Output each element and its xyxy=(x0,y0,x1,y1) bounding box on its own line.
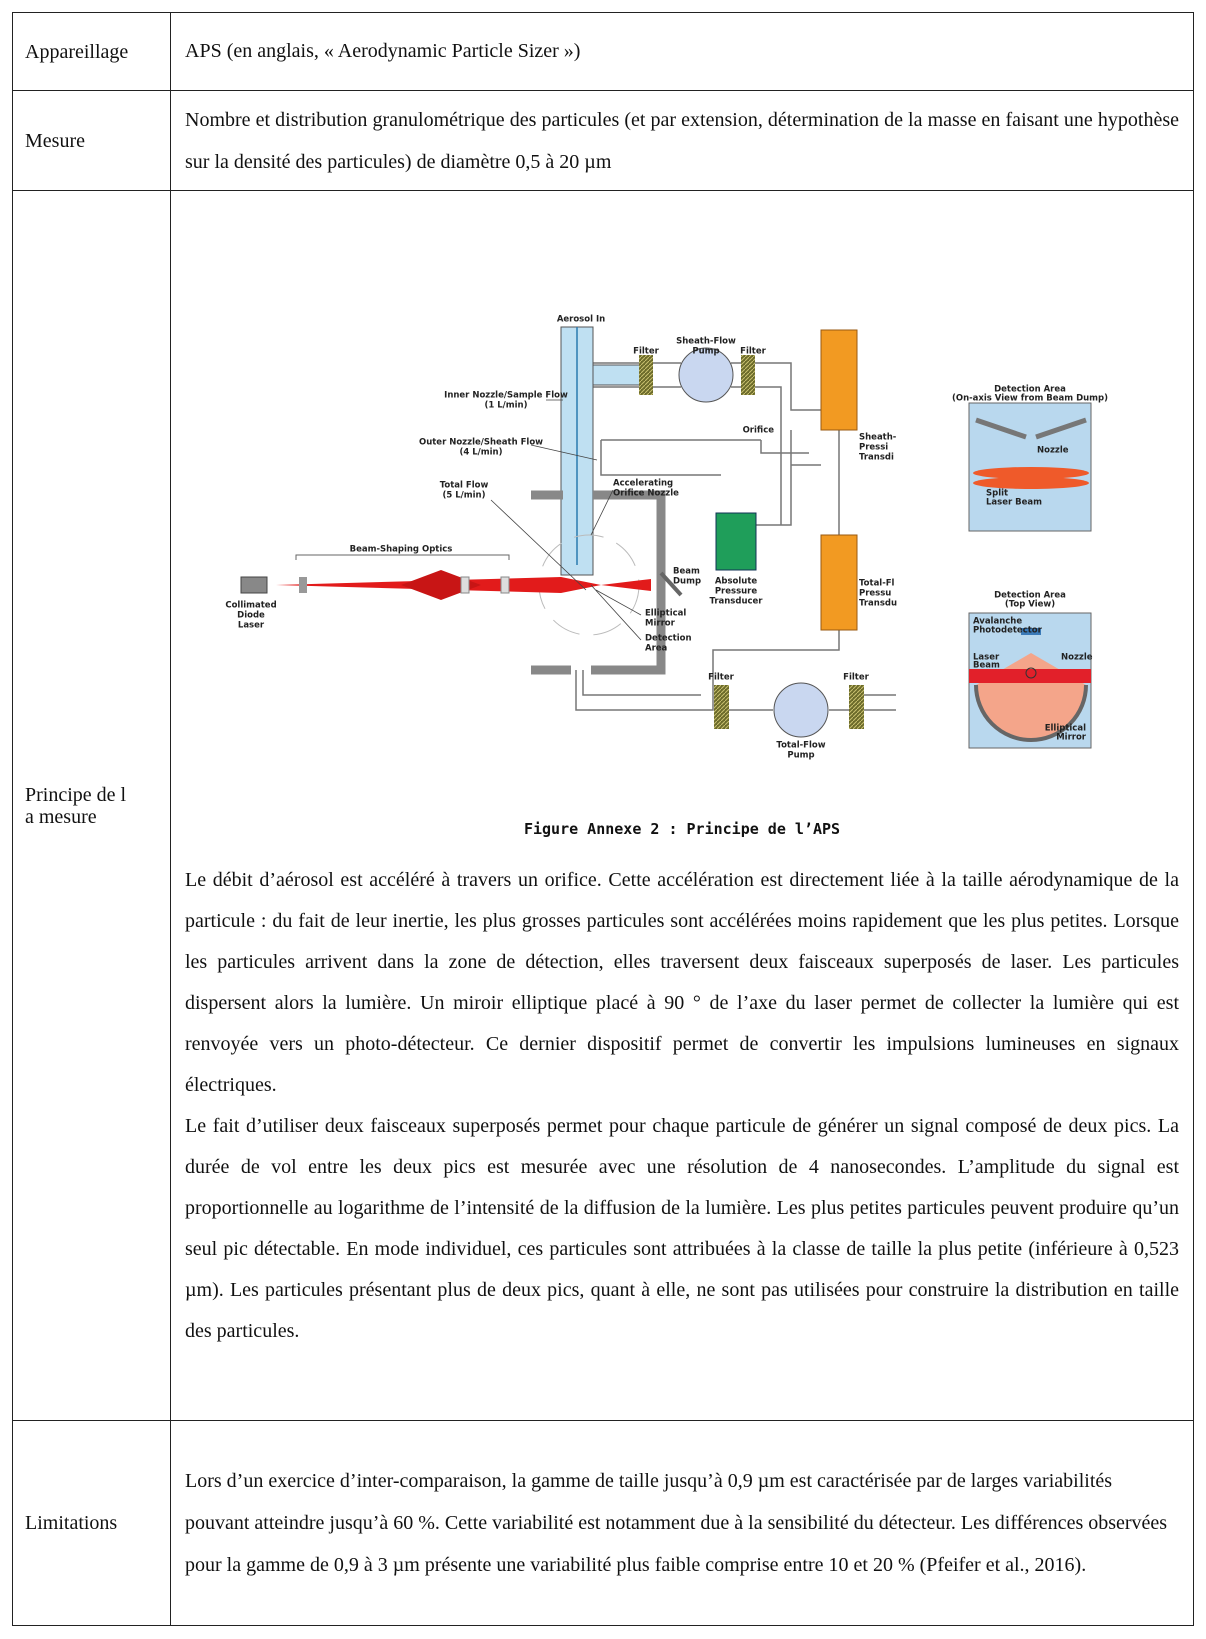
row-content: APS (en anglais, « Aerodynamic Particle … xyxy=(170,12,1194,91)
diagram-label: Beam xyxy=(973,660,1000,670)
diagram-label: (1 L/min) xyxy=(485,400,528,410)
laser-band xyxy=(969,668,1091,683)
diagram-label: Detection Area xyxy=(994,590,1066,600)
diagram-label: (On-axis View from Beam Dump) xyxy=(952,393,1108,403)
figure-caption: Figure Annexe 2 : Principe de l’APS xyxy=(523,819,841,838)
diagram-label: Filter xyxy=(708,672,734,682)
diagram-label: Area xyxy=(645,643,668,653)
pump xyxy=(678,347,734,402)
absolute-transducer xyxy=(715,512,757,570)
optic xyxy=(299,576,307,593)
figure: Aerosol In Filter Sheath-Flow Pump Filter Inn… xyxy=(185,260,1179,820)
diagram-label: Filter xyxy=(843,672,869,682)
diagram-label: (Top View) xyxy=(1005,599,1055,609)
paragraph: Le fait d’utiliser deux faisceaux superp… xyxy=(185,1114,1179,1342)
diagram-label: Inner Nozzle/Sample Flow xyxy=(444,390,568,400)
diagram-label: Dump xyxy=(673,576,701,586)
diagram-label: Elliptical xyxy=(645,608,686,618)
filter xyxy=(741,354,755,395)
diagram-label: Mirror xyxy=(1056,732,1087,742)
row-label: Appareillage xyxy=(12,12,171,91)
transducer xyxy=(820,534,858,630)
inlet-branch xyxy=(592,364,642,385)
diagram-label: (4 L/min) xyxy=(460,447,503,457)
diagram-label: Nozzle xyxy=(1037,445,1069,455)
laser-source xyxy=(240,576,268,593)
diagram-label: Total Flow xyxy=(440,480,489,490)
diagram-label: Avalanche xyxy=(973,616,1022,626)
elliptical-mirror xyxy=(974,684,1088,742)
row: Principe de la mesure xyxy=(12,190,1194,1421)
diagram-label: (5 L/min) xyxy=(443,490,486,500)
diagram-label: Transducer xyxy=(709,596,763,606)
row-content: Lors d’un exercice d’inter-comparaison, … xyxy=(170,1420,1194,1626)
diagram-label: Elliptical xyxy=(1045,723,1086,733)
diagram-label: Diode xyxy=(237,610,265,620)
diagram-label: Pressi xyxy=(859,442,888,452)
diagram-label: Total-Fl xyxy=(859,578,895,588)
diagram-label: Split xyxy=(986,488,1008,498)
flow-lines xyxy=(575,361,896,711)
split-beam xyxy=(973,466,1089,479)
pump xyxy=(773,682,829,737)
transducer xyxy=(820,329,858,430)
diagram-label: Outer Nozzle/Sheath Flow xyxy=(419,437,543,447)
row: Appareillage APS (en anglais, « Aerodyna… xyxy=(12,12,1194,91)
diagram-label: Pump xyxy=(787,750,814,760)
row: Mesure Nombre et distribution granulomét… xyxy=(12,90,1194,191)
row-label: Mesure xyxy=(12,90,171,191)
filter xyxy=(714,684,729,729)
diagram-label: Pump xyxy=(692,346,719,356)
diagram-label: Pressure xyxy=(715,586,758,596)
diagram-label: Transdi xyxy=(859,452,894,462)
diagram-label: Laser Beam xyxy=(986,497,1042,507)
diagram-label: Accelerating xyxy=(613,478,673,488)
beam-dump xyxy=(659,571,683,596)
diagram-label: Transdu xyxy=(859,598,897,608)
photodetector xyxy=(1021,627,1041,635)
row-content: Nombre et distribution granulométrique d… xyxy=(170,90,1194,191)
diagram-label: Detection xyxy=(645,633,692,643)
table: Appareillage APS (en anglais, « Aerodyna… xyxy=(12,12,1194,1626)
nozzle xyxy=(1025,667,1037,678)
diagram-label: Laser xyxy=(238,620,265,630)
diagram-label: Orifice xyxy=(743,425,775,435)
row-content: Aerosol In Filter Sheath-Flow Pump Filter Inn… xyxy=(170,190,1194,1421)
diagram-label: Orifice Nozzle xyxy=(613,488,679,498)
diagram-label: Absolute xyxy=(715,576,758,586)
filter xyxy=(639,354,653,395)
diagram-label: Total-Flow xyxy=(776,740,825,750)
diagram-label: Sheath- xyxy=(859,432,897,442)
diagram-label: Laser xyxy=(973,652,1000,662)
row-label: Principe de la mesure xyxy=(12,190,171,1421)
row-label: Limitations xyxy=(12,1420,171,1626)
diagram-label: Mirror xyxy=(645,618,676,628)
laser-beam xyxy=(601,578,651,591)
chamber xyxy=(531,490,666,674)
diagram-label: Nozzle xyxy=(1061,652,1093,662)
nozzle xyxy=(975,417,1087,439)
diagram-label: Beam-Shaping Optics xyxy=(350,544,453,554)
row: Limitations Lors d’un exercice d’inter-c… xyxy=(12,1420,1194,1626)
optics-bracket xyxy=(295,554,510,560)
diagram-label: Detection Area xyxy=(994,384,1066,394)
paragraph: Le débit d’aérosol est accéléré à traver… xyxy=(185,868,1179,1096)
leaders xyxy=(490,399,642,640)
diagram-label: Collimated xyxy=(225,600,276,610)
diagram-label: Photodetector xyxy=(973,625,1043,635)
optic xyxy=(460,576,470,593)
diagram-label: Beam xyxy=(673,566,700,576)
diagram-label: Filter xyxy=(633,346,659,356)
diagram-label: Sheath-Flow xyxy=(676,336,736,346)
filter xyxy=(849,684,864,729)
diagram-label: Filter xyxy=(740,346,766,356)
split-beam xyxy=(973,476,1089,489)
optic xyxy=(500,576,510,593)
diagram-label: Aerosol In xyxy=(557,314,605,324)
diagram-label: Pressu xyxy=(859,588,891,598)
